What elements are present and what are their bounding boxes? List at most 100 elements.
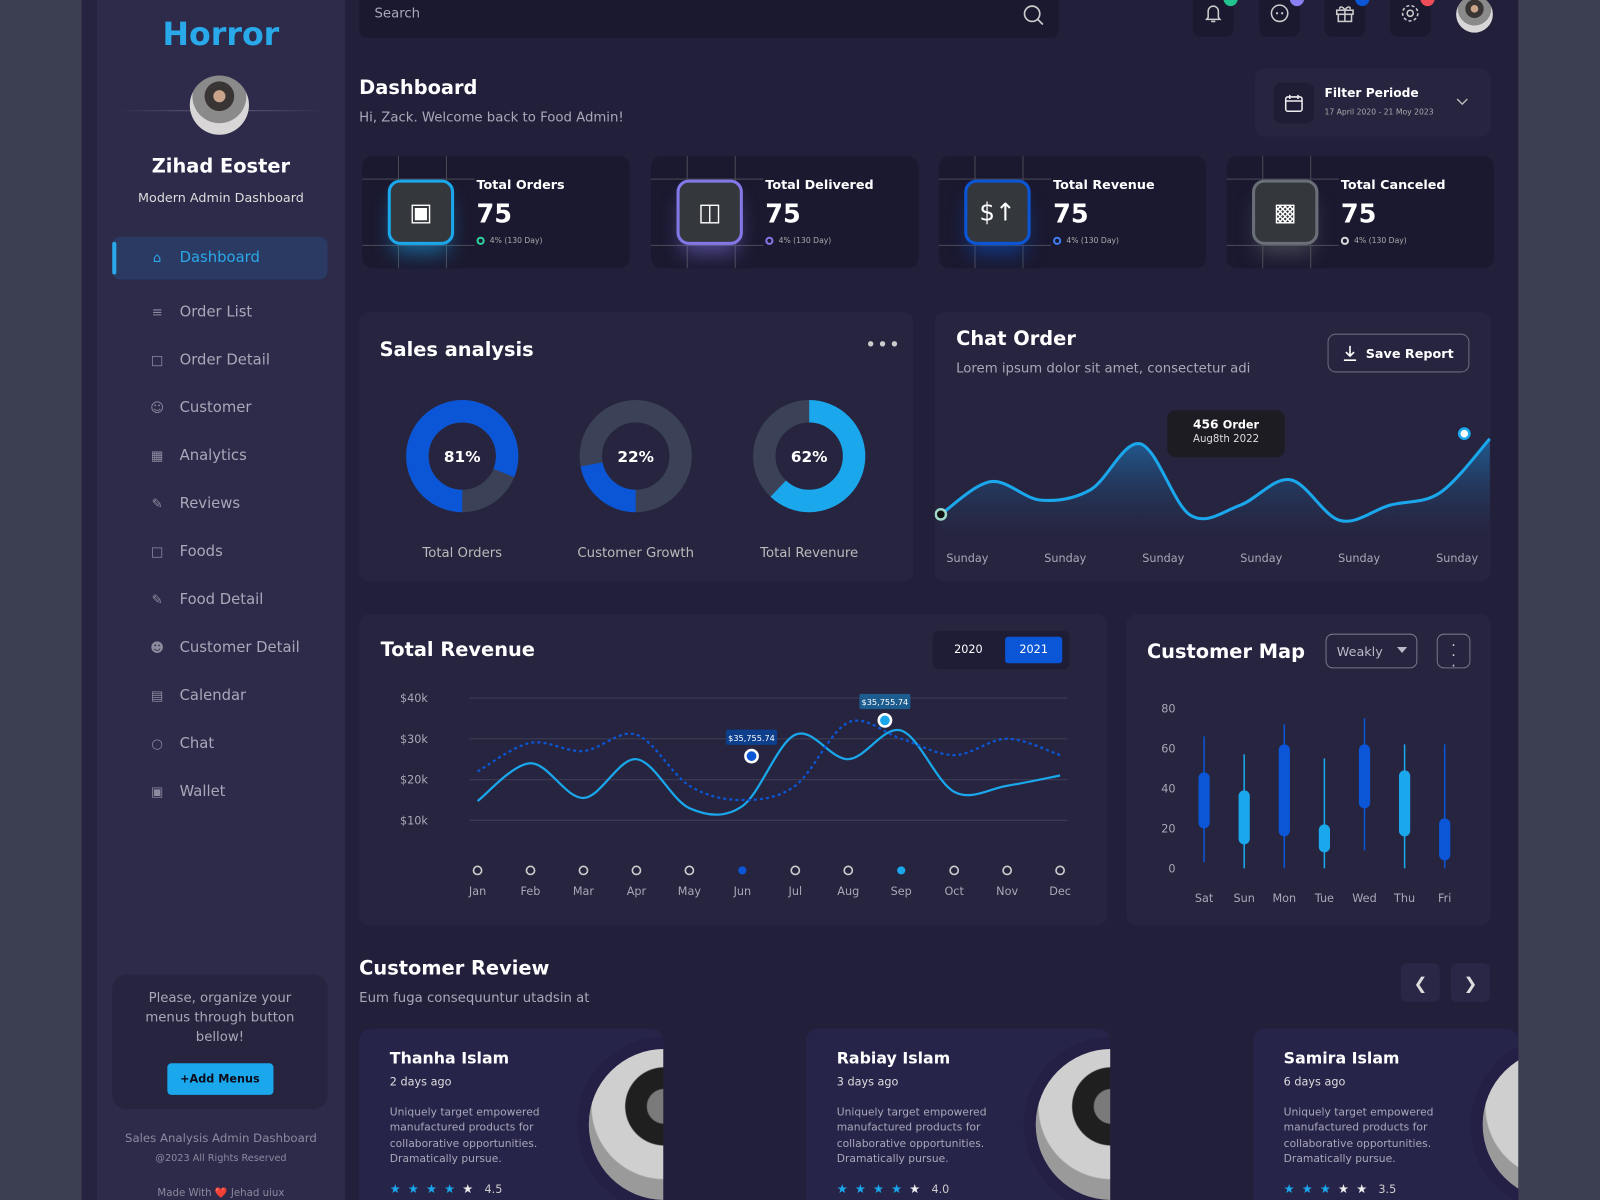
filter-periode-dropdown[interactable]: Filter Periode 17 April 2020 - 21 Moy 20… — [1255, 68, 1491, 137]
gift-button[interactable] — [1324, 0, 1366, 37]
month-dot[interactable] — [631, 865, 642, 876]
star-icon: ★ — [872, 1181, 884, 1196]
data-point-marker[interactable] — [877, 713, 893, 728]
value-label-bg — [726, 729, 778, 745]
month-dot[interactable] — [897, 866, 906, 875]
bell-button[interactable] — [1192, 0, 1234, 37]
stat-card-total-revenue: $↑ Total Revenue 75 4% (130 Day) — [938, 156, 1207, 269]
year-2021-tab[interactable]: 2021 — [1005, 636, 1063, 664]
avatar[interactable] — [189, 75, 249, 135]
sidebar-item-reviews[interactable]: ✎ Reviews — [112, 483, 327, 526]
prev-review-button[interactable]: ❮ — [1401, 963, 1440, 1003]
candle-body[interactable] — [1238, 790, 1250, 845]
more-vertical-icon[interactable]: · · · — [1436, 633, 1471, 673]
grid-line — [1226, 244, 1339, 246]
month-dot[interactable] — [684, 865, 695, 876]
candle-body[interactable] — [1358, 744, 1371, 809]
candle-body[interactable] — [1398, 770, 1411, 837]
donut-slice — [406, 400, 519, 513]
month-dot[interactable] — [738, 866, 747, 875]
month-dot[interactable] — [1055, 865, 1066, 876]
sidebar-item-label: Customer — [179, 400, 252, 417]
grid-line — [938, 178, 1052, 180]
search-icon[interactable] — [1022, 4, 1044, 26]
stat-change-text: 4% (130 Day) — [489, 235, 543, 245]
sidebar-item-analytics[interactable]: ▦ Analytics — [112, 435, 327, 478]
sidebar-item-label: Foods — [179, 543, 223, 561]
donut-slice — [753, 400, 866, 513]
y-tick-label: 60 — [1161, 742, 1175, 755]
sidebar-item-order-detail[interactable]: □ Order Detail — [112, 339, 327, 382]
grid-line — [938, 244, 1052, 246]
total-revenue-card: Total Revenue 2020 2021 $40k $30k $20k $10k… — [359, 614, 1108, 926]
save-report-button[interactable]: Save Report — [1327, 333, 1470, 373]
end-point[interactable] — [1457, 427, 1471, 441]
month-dot[interactable] — [949, 865, 960, 876]
month-dot[interactable] — [843, 865, 854, 876]
rating-value: 3.5 — [1378, 1182, 1397, 1196]
grid-line — [362, 244, 475, 246]
candle-body[interactable] — [1318, 824, 1331, 853]
month-dot[interactable] — [790, 865, 801, 876]
value-label: $35,755.74 — [862, 697, 909, 707]
header-avatar[interactable] — [1456, 0, 1493, 33]
more-icon[interactable]: ••• — [865, 334, 901, 357]
data-point-marker[interactable] — [744, 748, 759, 764]
x-tick-label: Sunday — [1142, 552, 1184, 565]
logo: Horror — [162, 16, 280, 54]
sidebar-item-wallet[interactable]: ▣ Wallet — [112, 770, 327, 813]
month-dot[interactable] — [1002, 865, 1013, 876]
sidebar-item-label: Calendar — [179, 687, 247, 705]
sidebar-item-dashboard[interactable]: ⌂ Dashboard — [112, 236, 328, 280]
candle-body[interactable] — [1439, 818, 1451, 861]
home-icon: ⌂ — [152, 250, 162, 266]
month-dot[interactable] — [578, 865, 589, 876]
donut-label: Total Orders — [421, 546, 502, 561]
sidebar-item-calendar[interactable]: ▤ Calendar — [112, 674, 327, 717]
period-select[interactable]: Weakly — [1325, 633, 1418, 669]
candle-body[interactable] — [1198, 772, 1210, 829]
y-tick-label: $20k — [400, 774, 428, 787]
sidebar-item-customer[interactable]: ☺ Customer — [112, 387, 327, 430]
start-point[interactable] — [934, 507, 948, 521]
sidebar-item-customer-detail[interactable]: ☻ Customer Detail — [112, 627, 327, 670]
chat-button[interactable] — [1259, 0, 1301, 37]
y-tick-label: 20 — [1161, 822, 1175, 835]
stat-value: 75 — [1053, 198, 1089, 229]
y-tick-label: $10k — [400, 814, 428, 827]
year-2020-tab[interactable]: 2020 — [954, 642, 983, 657]
caret-down-icon — [1396, 646, 1408, 654]
sidebar-item-order-list[interactable]: ≡ Order List — [112, 291, 327, 334]
reviewer-name: Rabiay Islam — [836, 1048, 951, 1068]
filter-range: 17 April 2020 - 21 Moy 2023 — [1324, 107, 1434, 117]
x-tick-label: Sunday — [1436, 552, 1478, 565]
add-menus-button[interactable]: +Add Menus — [166, 1063, 273, 1095]
gear-button[interactable] — [1389, 0, 1431, 37]
search-input[interactable]: Search — [359, 0, 1060, 38]
sales-title: Sales analysis — [379, 338, 534, 362]
month-dot[interactable] — [525, 865, 536, 876]
next-review-button[interactable]: ❯ — [1451, 963, 1490, 1003]
reviewer-photo — [588, 1048, 664, 1200]
y-tick-label: 0 — [1168, 862, 1175, 875]
candle-body[interactable] — [1278, 744, 1290, 837]
value-label: $35,755.74 — [728, 733, 775, 743]
donut-value: 62% — [791, 448, 828, 466]
sidebar-item-chat[interactable]: ○ Chat — [112, 722, 327, 765]
document-icon: □ — [150, 352, 164, 368]
sidebar-item-foods[interactable]: □ Foods — [112, 531, 327, 574]
x-tick-label: Aug — [837, 885, 859, 898]
sidebar-item-label: Reviews — [179, 495, 241, 513]
customer-map-chart: 0 20 40 60 80 Sat Sun Mon Tue Wed Thu Fri — [1161, 702, 1451, 905]
calendar-icon: ▤ — [150, 688, 164, 704]
x-tick-label: Thu — [1393, 892, 1415, 905]
stat-icon-box: ▩ — [1252, 179, 1319, 245]
star-icon: ★ — [1319, 1181, 1331, 1196]
sidebar-item-food-detail[interactable]: ✎ Food Detail — [112, 579, 327, 622]
grid-line — [1226, 178, 1339, 180]
month-dot[interactable] — [472, 865, 483, 876]
search-placeholder: Search — [374, 6, 421, 22]
star-icon: ★ — [1283, 1181, 1295, 1196]
grid-line — [651, 178, 764, 180]
star-icon: ★ — [1338, 1181, 1350, 1196]
